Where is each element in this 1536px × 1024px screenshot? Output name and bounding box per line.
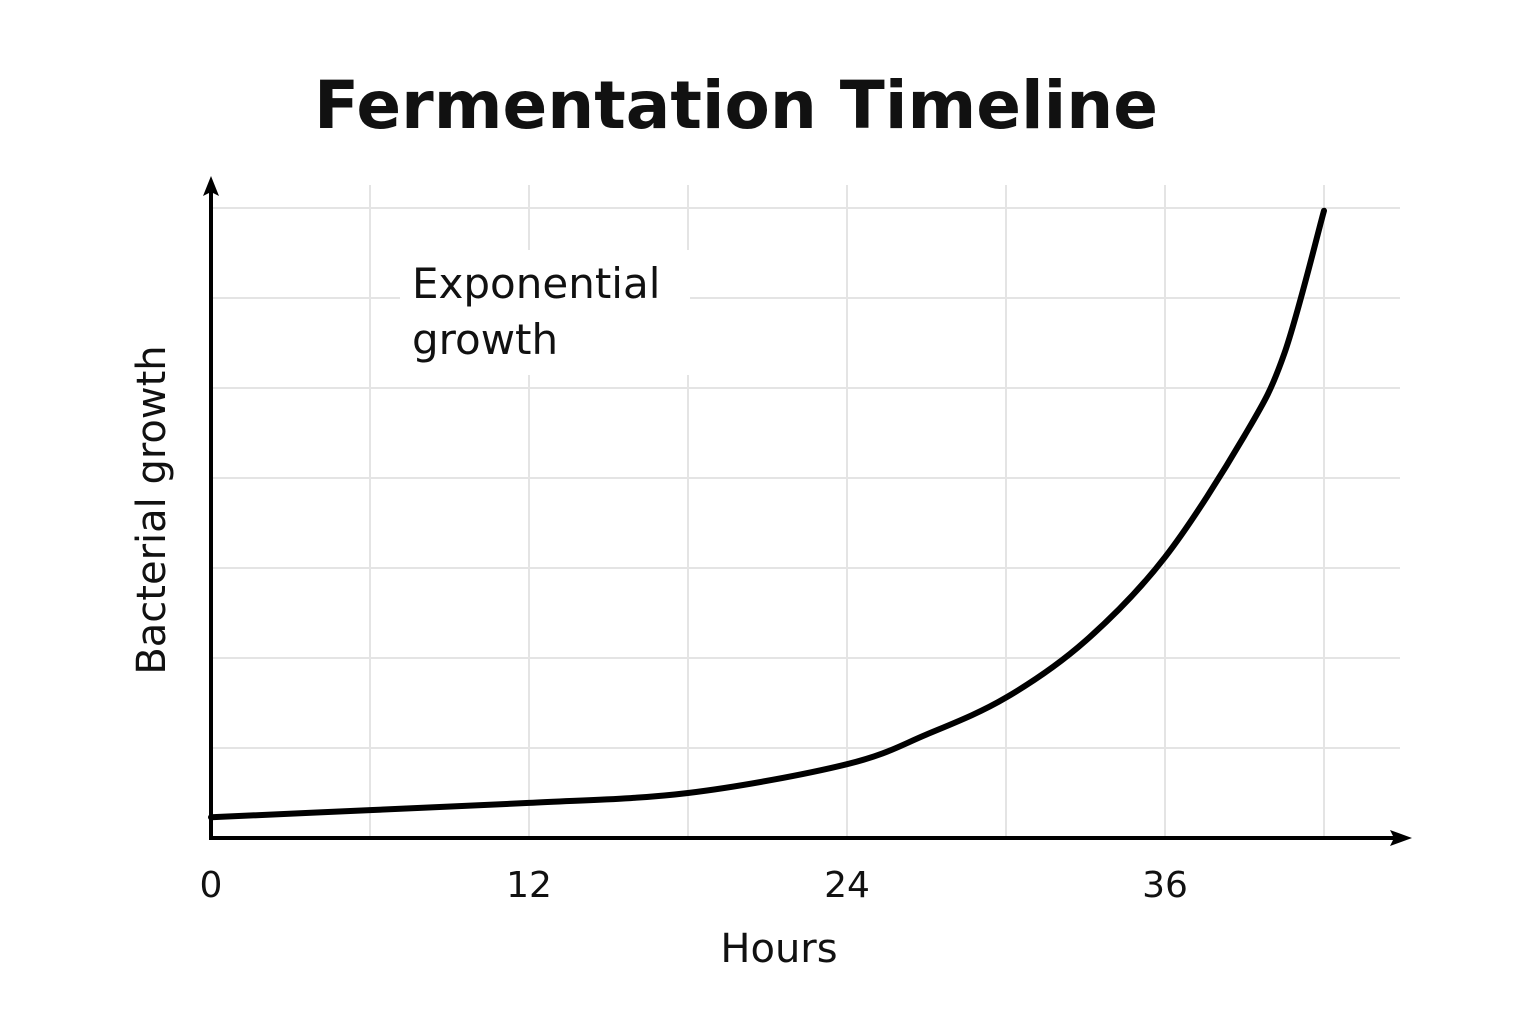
- x-tick-label: 24: [824, 865, 870, 906]
- annotation-background: [400, 250, 690, 375]
- annotation-line-2: growth: [412, 315, 558, 364]
- grid: [211, 185, 1400, 838]
- x-axis-label: Hours: [720, 926, 837, 972]
- chart-title: Fermentation Timeline: [314, 67, 1158, 144]
- y-axis-arrow-icon: [203, 176, 219, 196]
- x-tick-label: 36: [1142, 865, 1188, 906]
- x-tick-label: 12: [506, 865, 552, 906]
- series-line: [208, 207, 1327, 821]
- annotation: Exponential growth: [400, 250, 690, 375]
- annotation-line-1: Exponential: [412, 259, 660, 308]
- y-axis-label: Bacterial growth: [129, 345, 175, 674]
- x-tick-label: 0: [200, 865, 223, 906]
- y-axis: [203, 176, 219, 840]
- x-axis-arrow-icon: [1390, 830, 1412, 846]
- x-axis: [211, 830, 1412, 846]
